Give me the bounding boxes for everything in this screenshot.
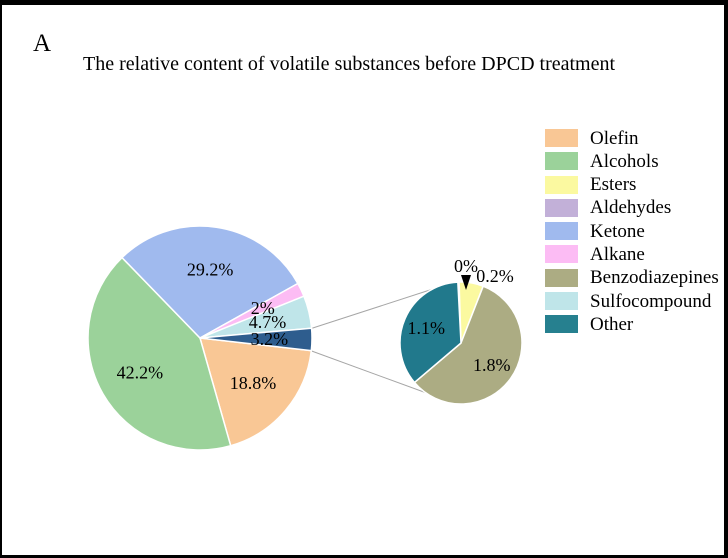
main-pie-label-ketone: 29.2%	[187, 259, 234, 279]
detail-pie-label-benzodiazepines: 1.8%	[473, 355, 511, 375]
legend-item-alkane: Alkane	[545, 243, 719, 265]
legend-swatch-alcohols	[545, 152, 578, 171]
legend-swatch-ketone	[545, 222, 578, 241]
legend-item-aldehydes: Aldehydes	[545, 197, 719, 219]
legend-label-alkane: Alkane	[590, 243, 645, 265]
chart-title: The relative content of volatile substan…	[83, 53, 616, 75]
main-pie-slice-olefin	[199, 337, 313, 447]
legend-item-other: Other	[545, 313, 719, 335]
main-pie-label-olefin: 18.8%	[230, 373, 277, 393]
legend-swatch-benzodiazepines	[545, 268, 578, 287]
detail-pie-label-aldehydes: 0%	[454, 256, 478, 276]
connector-line-upper	[311, 287, 437, 329]
pie-labels-group: 18.8% 42.2% 29.2% 2%4.7%3.2% 0%0.2% 1.8% 1.1%	[117, 256, 514, 393]
legend-item-benzodiazepines: Benzodiazepines	[545, 267, 719, 289]
zero-percent-arrow-icon	[461, 275, 471, 290]
main-pie-label-sulfocompound: 4.7%	[249, 312, 287, 332]
legend-label-olefin: Olefin	[590, 127, 639, 149]
legend-label-esters: Esters	[590, 174, 637, 196]
legend-item-alcohols: Alcohols	[545, 150, 719, 172]
main-pie-label-alcohols: 42.2%	[117, 363, 164, 383]
panel-letter: A	[33, 30, 52, 57]
connector-line-lower	[311, 350, 433, 396]
legend-item-sulfocompound: Sulfocompound	[545, 290, 719, 312]
legend-swatch-esters	[545, 175, 578, 194]
main-pie-slice-combined	[199, 327, 313, 352]
legend-swatch-olefin	[545, 129, 578, 147]
pie-slices-group	[87, 225, 523, 451]
legend-label-other: Other	[590, 313, 634, 335]
legend-item-olefin: Olefin	[545, 127, 719, 149]
main-pie-label-combined: 3.2%	[251, 329, 289, 349]
legend-label-sulfocompound: Sulfocompound	[590, 290, 712, 312]
legend-swatch-sulfocompound	[545, 292, 578, 311]
legend-swatch-aldehydes	[545, 198, 578, 217]
detail-pie-slice-other	[399, 281, 462, 384]
detail-pie-label-other: 1.1%	[408, 318, 446, 338]
legend-label-benzodiazepines: Benzodiazepines	[590, 267, 719, 289]
legend: Olefin Alcohols Esters Aldehydes Ketone Alkan…	[545, 129, 719, 339]
legend-label-alcohols: Alcohols	[590, 150, 659, 172]
detail-pie-label-esters: 0.2%	[476, 266, 514, 286]
legend-item-esters: Esters	[545, 174, 719, 196]
main-pie-slice-ketone	[121, 225, 299, 339]
legend-label-ketone: Ketone	[590, 220, 645, 242]
legend-label-aldehydes: Aldehydes	[590, 197, 672, 219]
legend-swatch-alkane	[545, 245, 578, 264]
main-pie-slice-alcohols	[87, 256, 232, 451]
main-pie-label-alkane: 2%	[251, 298, 275, 318]
legend-swatch-other	[545, 315, 578, 334]
detail-pie-slice-benzodiazepines	[413, 285, 523, 405]
legend-item-ketone: Ketone	[545, 220, 719, 242]
